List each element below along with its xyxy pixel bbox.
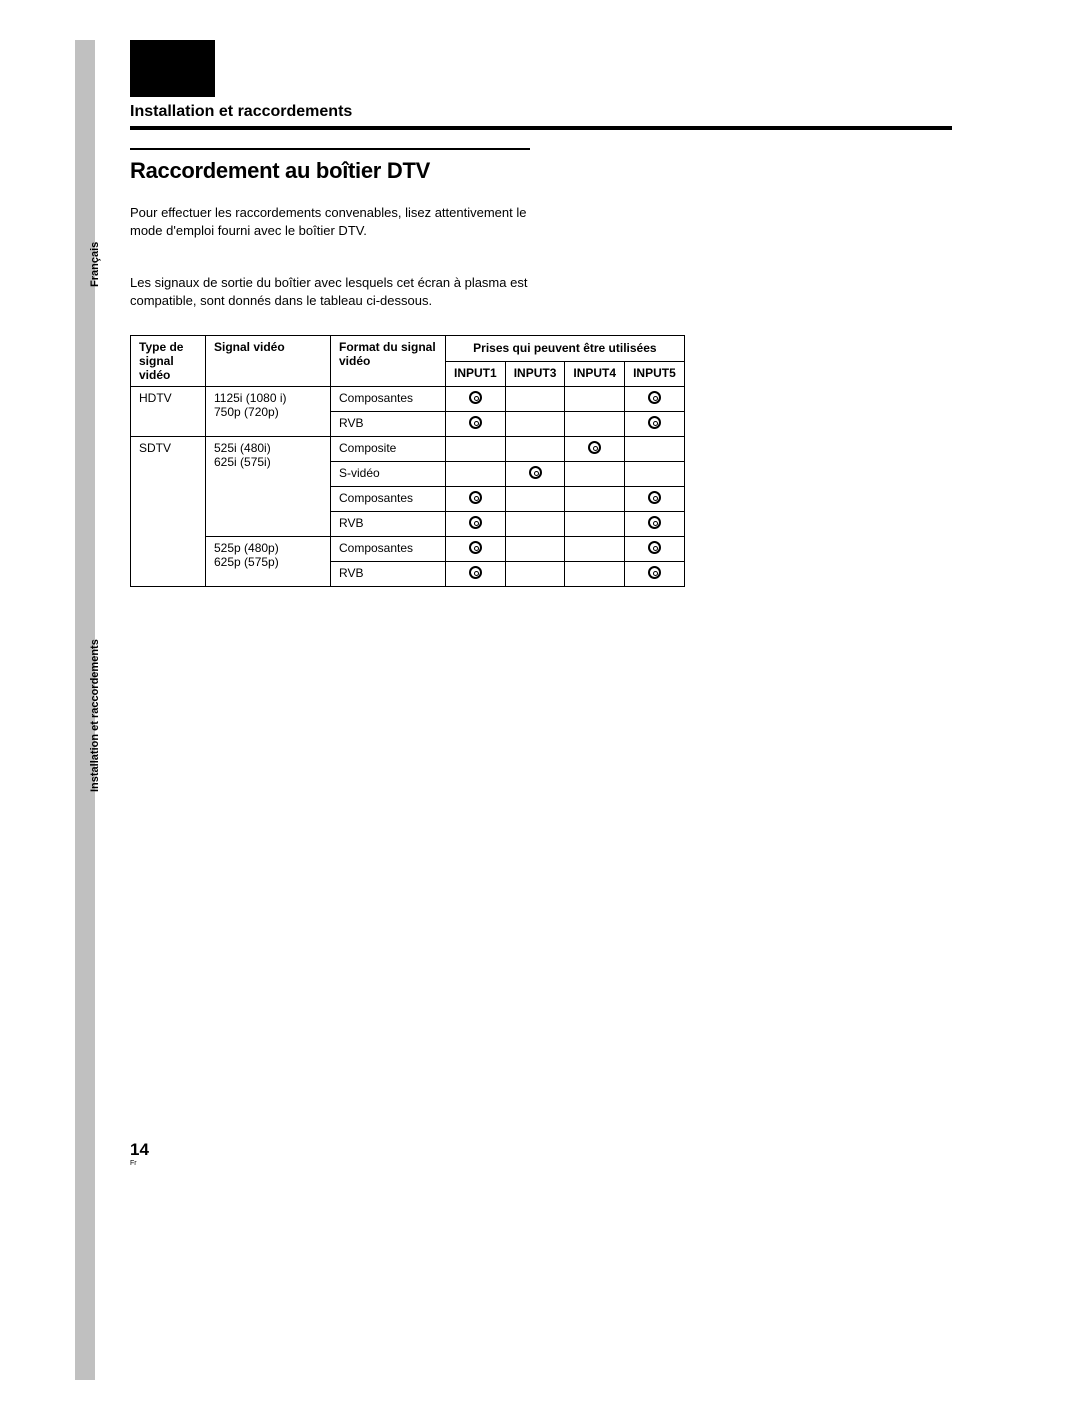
circle-mark-icon xyxy=(648,516,661,529)
table-row: SDTV525i (480i)625i (575i)Composite xyxy=(131,437,685,462)
cell-type: HDTV xyxy=(131,387,206,437)
circle-mark-icon xyxy=(648,391,661,404)
circle-mark-icon xyxy=(648,491,661,504)
th-type: Type de signal vidéo xyxy=(131,336,206,387)
th-input3: INPUT3 xyxy=(505,361,565,387)
page-title: Raccordement au boîtier DTV xyxy=(130,158,430,184)
cell-input5 xyxy=(625,437,685,462)
cell-input3 xyxy=(505,462,565,487)
cell-input3 xyxy=(505,562,565,587)
sidebar-label-section: Installation et raccordements xyxy=(89,639,101,792)
cell-input4 xyxy=(565,537,625,562)
th-inputs: Prises qui peuvent être utilisées xyxy=(446,336,685,362)
cell-signal: 1125i (1080 i)750p (720p) xyxy=(206,387,331,437)
cell-input5 xyxy=(625,562,685,587)
header-black-block xyxy=(130,40,215,97)
cell-input3 xyxy=(505,537,565,562)
section-header: Installation et raccordements xyxy=(130,103,352,121)
table-row: HDTV1125i (1080 i)750p (720p)Composantes xyxy=(131,387,685,412)
paragraph-2: Les signaux de sortie du boîtier avec le… xyxy=(130,274,550,310)
page-lang: Fr xyxy=(130,1160,149,1167)
cell-format: Composite xyxy=(331,437,446,462)
th-input5: INPUT5 xyxy=(625,361,685,387)
cell-input3 xyxy=(505,437,565,462)
cell-input5 xyxy=(625,412,685,437)
cell-format: Composantes xyxy=(331,487,446,512)
cell-input5 xyxy=(625,537,685,562)
circle-mark-icon xyxy=(469,491,482,504)
cell-input4 xyxy=(565,487,625,512)
circle-mark-icon xyxy=(469,516,482,529)
th-input4: INPUT4 xyxy=(565,361,625,387)
cell-input5 xyxy=(625,462,685,487)
cell-input1 xyxy=(446,512,506,537)
cell-input1 xyxy=(446,537,506,562)
cell-input4 xyxy=(565,512,625,537)
cell-input1 xyxy=(446,437,506,462)
circle-mark-icon xyxy=(469,391,482,404)
table-body: HDTV1125i (1080 i)750p (720p)Composantes… xyxy=(131,387,685,587)
cell-input3 xyxy=(505,487,565,512)
circle-mark-icon xyxy=(648,566,661,579)
cell-input4 xyxy=(565,387,625,412)
cell-format: RVB xyxy=(331,512,446,537)
cell-input1 xyxy=(446,412,506,437)
cell-input3 xyxy=(505,412,565,437)
cell-input1 xyxy=(446,487,506,512)
circle-mark-icon xyxy=(648,541,661,554)
cell-signal: 525p (480p)625p (575p) xyxy=(206,537,331,587)
compatibility-table: Type de signal vidéo Signal vidéo Format… xyxy=(130,335,685,587)
cell-format: Composantes xyxy=(331,537,446,562)
th-signal: Signal vidéo xyxy=(206,336,331,387)
circle-mark-icon xyxy=(648,416,661,429)
circle-mark-icon xyxy=(469,566,482,579)
cell-input5 xyxy=(625,512,685,537)
circle-mark-icon xyxy=(469,541,482,554)
th-format: Format du signal vidéo xyxy=(331,336,446,387)
sidebar-label-language: Français xyxy=(89,242,101,287)
circle-mark-icon xyxy=(529,466,542,479)
cell-input5 xyxy=(625,387,685,412)
page-number-wrap: 14 Fr xyxy=(130,1140,149,1167)
cell-input4 xyxy=(565,412,625,437)
cell-input4 xyxy=(565,462,625,487)
paragraph-1: Pour effectuer les raccordements convena… xyxy=(130,204,550,240)
cell-input1 xyxy=(446,462,506,487)
section-rule xyxy=(130,126,952,130)
cell-signal: 525i (480i)625i (575i) xyxy=(206,437,331,537)
circle-mark-icon xyxy=(588,441,601,454)
table-row: 525p (480p)625p (575p)Composantes xyxy=(131,537,685,562)
th-input1: INPUT1 xyxy=(446,361,506,387)
cell-format: RVB xyxy=(331,412,446,437)
table-header: Type de signal vidéo Signal vidéo Format… xyxy=(131,336,685,387)
cell-format: S-vidéo xyxy=(331,462,446,487)
page-number: 14 xyxy=(130,1140,149,1159)
cell-format: Composantes xyxy=(331,387,446,412)
cell-input1 xyxy=(446,562,506,587)
cell-input4 xyxy=(565,562,625,587)
cell-input3 xyxy=(505,512,565,537)
cell-format: RVB xyxy=(331,562,446,587)
cell-input4 xyxy=(565,437,625,462)
cell-input5 xyxy=(625,487,685,512)
cell-input3 xyxy=(505,387,565,412)
title-rule xyxy=(130,148,530,150)
cell-type: SDTV xyxy=(131,437,206,587)
cell-input1 xyxy=(446,387,506,412)
circle-mark-icon xyxy=(469,416,482,429)
